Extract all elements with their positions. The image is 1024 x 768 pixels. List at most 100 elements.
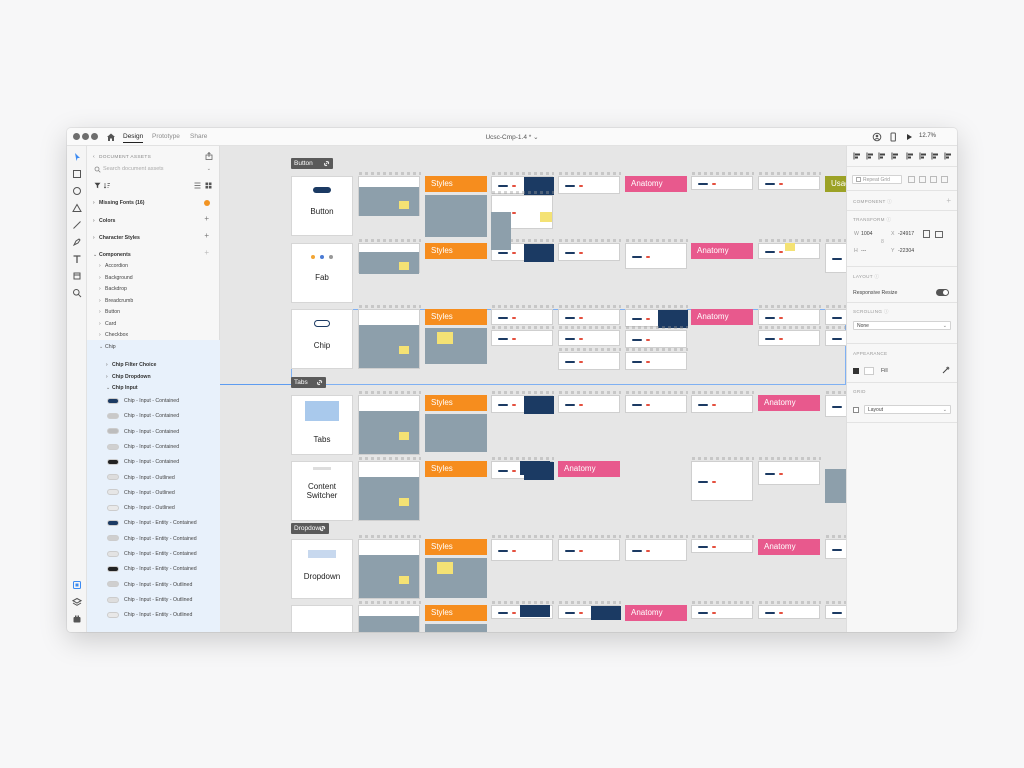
plugins-icon[interactable]	[72, 614, 82, 624]
artboard[interactable]	[625, 348, 688, 370]
align-middle-icon[interactable]	[906, 152, 914, 160]
distribute-h-icon[interactable]	[931, 152, 939, 160]
search-assets-input[interactable]	[93, 164, 213, 173]
chip-input-item[interactable]: Chip - Input - Contained	[107, 442, 240, 452]
select-tool-icon[interactable]	[72, 152, 82, 162]
rectangle-tool-icon[interactable]	[72, 169, 82, 179]
chip-input-item[interactable]: Chip - Input - Entity - Contained	[107, 534, 240, 544]
artboard[interactable]	[491, 326, 554, 346]
chip-input-item[interactable]: Chip - Input - Entity - Outlined	[107, 595, 240, 605]
height-value[interactable]: ---	[861, 248, 867, 254]
distribute-v-icon[interactable]	[944, 152, 952, 160]
grid-type-select[interactable]: Layout ⌄	[864, 405, 951, 414]
artboard[interactable]	[691, 172, 754, 190]
pen-tool-icon[interactable]	[72, 237, 82, 247]
artboard[interactable]	[825, 239, 846, 273]
chip-input-item[interactable]: Chip - Input - Contained	[107, 411, 240, 421]
artboard[interactable]	[758, 457, 821, 485]
component-item[interactable]: › Card	[99, 319, 232, 329]
artboard[interactable]	[558, 239, 621, 261]
artboard[interactable]	[358, 535, 421, 599]
artboard[interactable]	[558, 326, 621, 346]
component-item[interactable]: › Checkbox	[99, 330, 232, 340]
tab-prototype[interactable]: Prototype	[152, 133, 180, 140]
align-left-icon[interactable]	[853, 152, 861, 160]
boolean-subtract-icon[interactable]	[930, 176, 937, 183]
add-color-icon[interactable]: +	[204, 214, 209, 223]
component-item[interactable]: › Background	[99, 273, 232, 283]
tab-share[interactable]: Share	[190, 133, 208, 140]
chevron-down-icon[interactable]: ⌄	[206, 166, 211, 172]
play-icon[interactable]	[904, 132, 914, 142]
artboard[interactable]	[825, 305, 846, 325]
chip-input-item[interactable]: Chip - Input - Entity - Contained	[107, 564, 240, 574]
artboard[interactable]	[691, 457, 754, 501]
artboard[interactable]	[625, 391, 688, 413]
artboard[interactable]	[358, 305, 421, 369]
filter-icon[interactable]	[94, 182, 101, 189]
artboard[interactable]	[691, 535, 754, 553]
artboard[interactable]	[825, 601, 846, 619]
chip-input-item[interactable]: Chip - Input - Entity - Contained	[107, 518, 240, 528]
artboard[interactable]	[625, 326, 688, 348]
width-value[interactable]: 1004	[861, 231, 873, 237]
cover-card[interactable]: Chip	[291, 309, 353, 369]
polygon-tool-icon[interactable]	[72, 203, 82, 213]
artboard[interactable]	[558, 172, 621, 194]
ellipse-tool-icon[interactable]	[72, 186, 82, 196]
add-character-style-icon[interactable]: +	[204, 231, 209, 240]
component-item[interactable]: › Button	[99, 307, 232, 317]
artboard[interactable]	[825, 326, 846, 346]
eyedropper-icon[interactable]	[942, 366, 950, 374]
cover-card[interactable]	[291, 605, 353, 632]
repeat-grid-button[interactable]: Repeat Grid	[852, 175, 902, 184]
artboard[interactable]	[691, 391, 754, 413]
fixed-width-icon[interactable]	[923, 230, 930, 238]
grid-view-icon[interactable]	[205, 182, 212, 189]
layers-icon[interactable]	[72, 597, 82, 607]
artboard[interactable]	[491, 172, 554, 195]
artboard[interactable]	[825, 391, 846, 417]
artboard[interactable]	[491, 305, 554, 325]
boolean-add-icon[interactable]	[919, 176, 926, 183]
close-window-button[interactable]	[73, 133, 80, 140]
mobile-preview-icon[interactable]	[888, 132, 898, 142]
home-icon[interactable]	[106, 132, 116, 142]
maximize-window-button[interactable]	[91, 133, 98, 140]
artboard[interactable]	[625, 535, 688, 561]
artboard[interactable]	[558, 535, 621, 561]
components-section[interactable]: ⌄ Components	[93, 252, 131, 258]
chip-input-item[interactable]: Chip - Input - Entity - Contained	[107, 549, 240, 559]
tab-design[interactable]: Design	[123, 133, 144, 143]
artboard[interactable]	[758, 326, 821, 346]
zoom-tool-icon[interactable]	[72, 288, 82, 298]
missing-fonts-section[interactable]: › Missing Fonts (16)	[93, 200, 145, 206]
artboard[interactable]	[691, 601, 754, 619]
chip-input-item[interactable]: Chip - Input - Outlined	[107, 503, 240, 513]
chip-child-item[interactable]: ⌄ Chip Input	[106, 383, 239, 393]
add-component-icon[interactable]: +	[204, 248, 209, 257]
character-styles-section[interactable]: › Character Styles	[93, 235, 140, 241]
align-bottom-icon[interactable]	[919, 152, 927, 160]
cover-card[interactable]: Tabs	[291, 395, 353, 455]
artboard[interactable]	[358, 172, 421, 216]
chip-child-item[interactable]: › Chip Dropdown	[106, 372, 239, 382]
cover-card[interactable]: Fab	[291, 243, 353, 303]
artboard[interactable]	[825, 535, 846, 559]
artboard[interactable]	[558, 305, 621, 325]
artboard[interactable]	[558, 348, 621, 370]
chip-child-item[interactable]: › Chip Filter Choice	[106, 360, 239, 370]
chip-input-item[interactable]: Chip - Input - Entity - Outlined	[107, 610, 240, 620]
list-view-icon[interactable]	[194, 182, 201, 189]
zoom-level[interactable]: 12.7%	[919, 133, 937, 139]
component-item[interactable]: › Backdrop	[99, 284, 232, 294]
text-tool-icon[interactable]	[72, 254, 82, 264]
align-center-icon[interactable]	[866, 152, 874, 160]
artboard-label[interactable]: Tabs	[291, 377, 326, 388]
chip-input-item[interactable]: Chip - Input - Entity - Outlined	[107, 580, 240, 590]
component-item[interactable]: › Breadcrumb	[99, 296, 232, 306]
artboard[interactable]	[558, 601, 621, 620]
artboard[interactable]	[358, 239, 421, 274]
align-top-icon[interactable]	[891, 152, 899, 160]
artboard-label[interactable]: Dropdown	[291, 523, 329, 534]
